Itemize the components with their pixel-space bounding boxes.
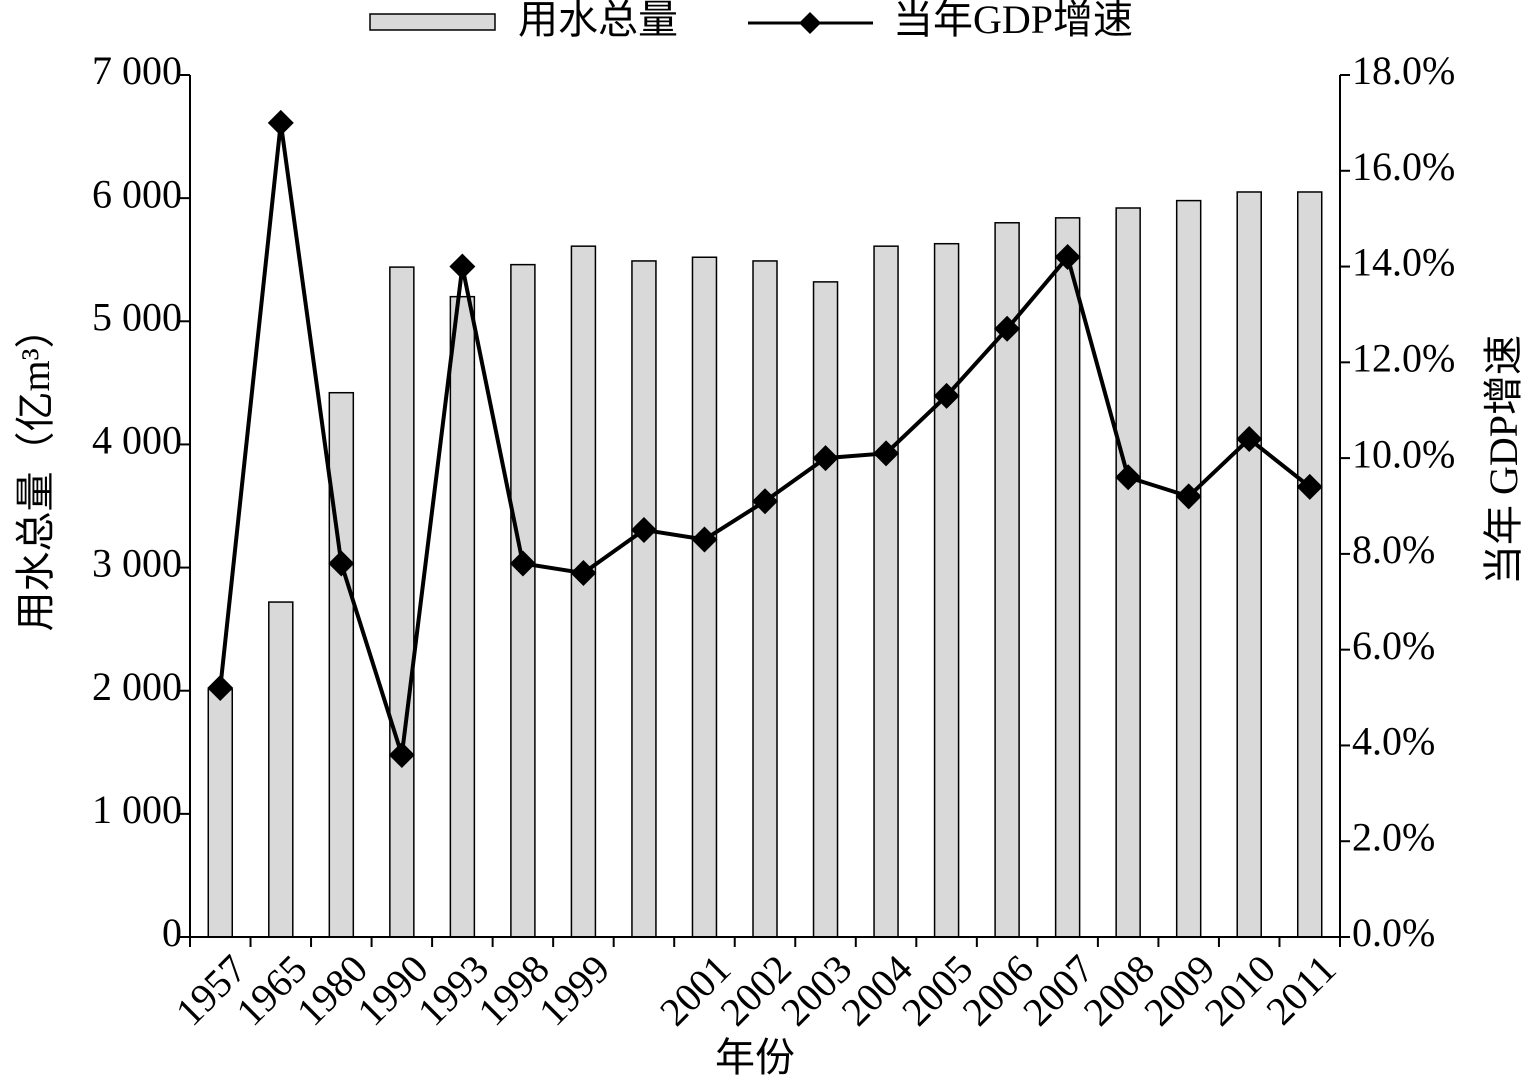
bar [510,263,536,938]
y2-tick-label: 18.0% [1352,48,1455,93]
x-tick-label: 2011 [1257,946,1344,1033]
marker [933,382,960,409]
bar [1236,191,1262,938]
marker [812,445,839,472]
y2-tick-label: 0.0% [1352,910,1435,955]
marker [1175,483,1202,510]
bar [1296,191,1323,938]
bar [1175,199,1202,938]
bar [328,391,355,938]
legend-marker [799,12,821,34]
y-tick-label: 0 [162,910,182,955]
legend-swatch [369,13,496,31]
y-axis-label: 用水总量（亿m³） [13,308,58,631]
bar [268,601,294,938]
marker [630,516,657,543]
marker [1236,425,1263,452]
y2-tick-label: 6.0% [1352,623,1435,668]
bar [873,245,899,938]
bar [570,245,597,938]
y2-tick-label: 12.0% [1352,336,1455,381]
marker [328,550,355,577]
bar [1115,207,1141,938]
y-tick-label: 1 000 [92,787,182,832]
bar [691,256,718,938]
y-tick-label: 7 000 [92,48,182,93]
bar [1054,217,1081,938]
bar [812,281,839,938]
y2-tick-label: 14.0% [1352,240,1455,285]
legend-label: 当年GDP增速 [893,0,1133,42]
marker [994,315,1021,342]
marker [267,109,294,136]
marker [207,674,234,701]
y-tick-label: 2 000 [92,664,182,709]
y-tick-label: 6 000 [92,171,182,216]
y-tick-label: 3 000 [92,541,182,586]
x-tick-label: 1999 [530,946,618,1034]
bar [449,295,476,938]
y2-tick-label: 2.0% [1352,814,1435,859]
bar [207,688,234,938]
y-tick-label: 4 000 [92,418,182,463]
marker [1296,473,1323,500]
x-axis-label: 年份 [715,1035,795,1080]
marker [449,253,476,280]
marker [570,560,597,587]
marker [1054,243,1081,270]
y-tick-label: 5 000 [92,294,182,339]
bar [631,260,657,938]
bar [933,242,960,938]
y2-tick-label: 16.0% [1352,144,1455,189]
y2-tick-label: 8.0% [1352,527,1435,572]
y2-axis-label: 当年 GDP增速 [1481,335,1526,585]
y2-tick-label: 10.0% [1352,431,1455,476]
bar [752,260,778,938]
marker [752,488,778,515]
legend-label: 用水总量 [518,0,678,42]
marker [691,526,718,553]
bar [389,266,415,938]
marker [873,440,900,467]
marker [388,742,415,769]
marker [509,550,536,577]
marker [1115,464,1142,491]
y2-tick-label: 4.0% [1352,719,1435,764]
